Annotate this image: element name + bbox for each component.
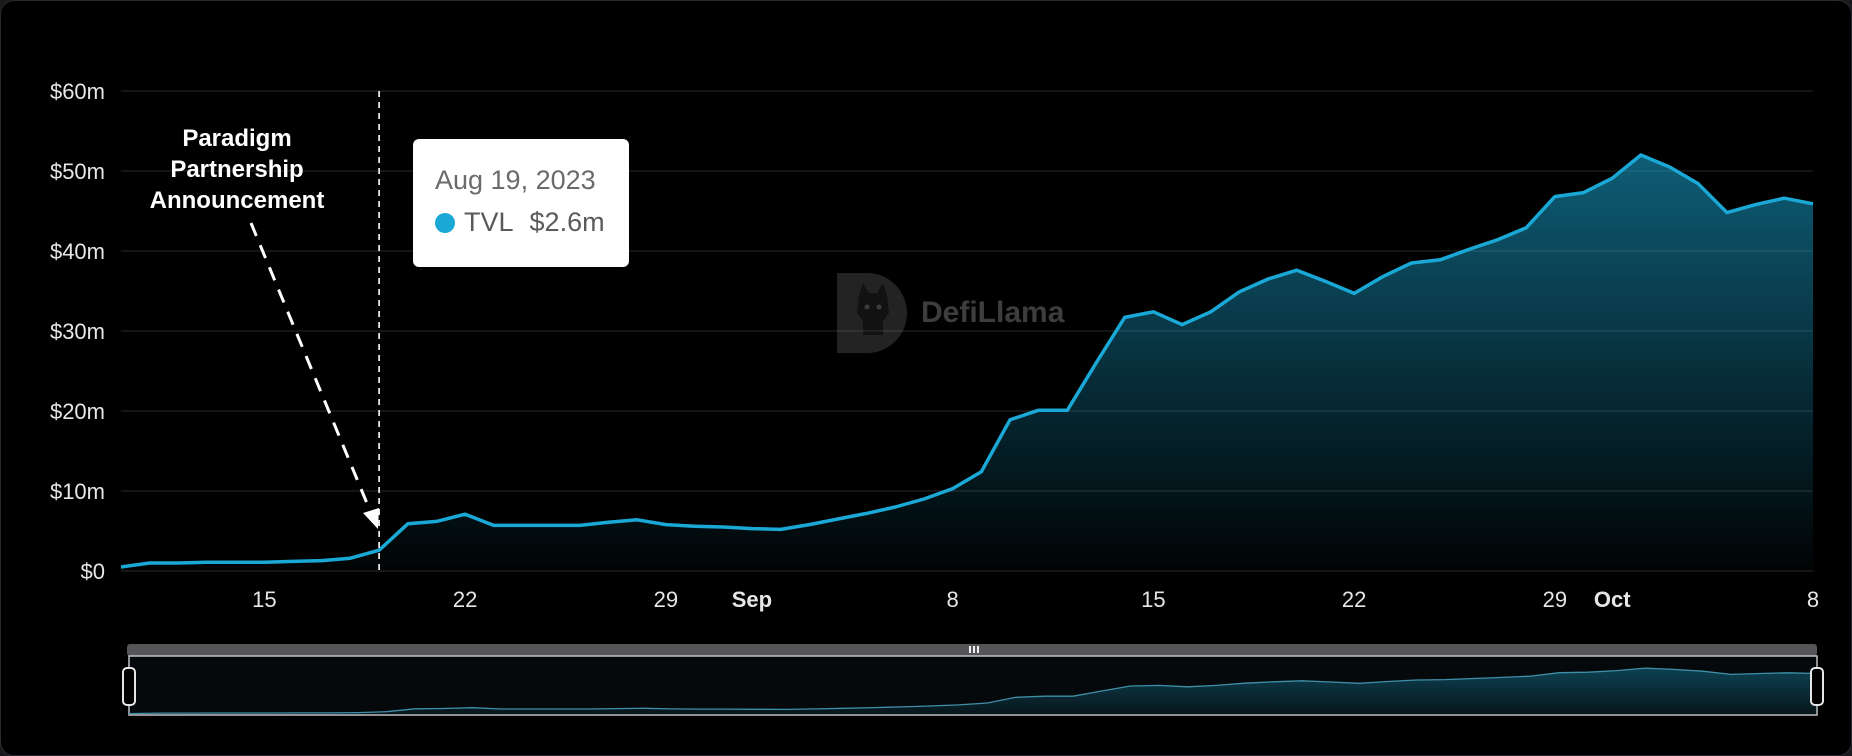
tvl-line <box>120 153 1814 569</box>
annotation-line: Paradigm <box>182 125 291 152</box>
tooltip-row: TVL $2.6m <box>435 207 629 238</box>
y-tick-label: $10m <box>50 479 105 504</box>
tooltip-value: $2.6m <box>529 207 605 237</box>
x-tick-label: 15 <box>252 587 276 612</box>
x-tick-label: 15 <box>1141 587 1165 612</box>
slider-right-handle[interactable] <box>1810 667 1824 706</box>
x-tick-label: 8 <box>1807 587 1819 612</box>
slider-grip-icon[interactable] <box>969 646 979 653</box>
tvl-area <box>121 155 1813 571</box>
x-tick-label: 22 <box>1342 587 1366 612</box>
mini-area <box>129 668 1817 714</box>
annotation-line: Partnership <box>170 156 303 183</box>
watermark-text: DefiLlama <box>921 296 1065 329</box>
tooltip-series-name: TVL <box>464 207 514 237</box>
x-tick-label: 8 <box>947 587 959 612</box>
y-tick-label: $20m <box>50 399 105 424</box>
tooltip: Aug 19, 2023 TVL $2.6m <box>413 139 629 267</box>
annotation-arrowhead <box>363 508 379 529</box>
y-tick-label: $40m <box>50 239 105 264</box>
slider-left-handle[interactable] <box>122 667 136 706</box>
slider-track-bar[interactable] <box>127 644 1817 656</box>
watermark: DefiLlama <box>837 273 1077 353</box>
annotation: Paradigm Partnership Announcement <box>150 125 379 529</box>
tooltip-date: Aug 19, 2023 <box>435 165 596 195</box>
x-tick-label: 29 <box>654 587 678 612</box>
y-tick-label: $50m <box>50 159 105 184</box>
x-tick-label: 22 <box>453 587 477 612</box>
y-tick-label: $0 <box>81 559 105 584</box>
x-tick-label: Oct <box>1594 587 1631 612</box>
y-tick-label: $60m <box>50 79 105 104</box>
series-dot-icon <box>435 212 455 233</box>
annotation-line: Announcement <box>150 187 325 214</box>
x-tick-label: Sep <box>732 587 772 612</box>
x-tick-label: 29 <box>1543 587 1567 612</box>
annotation-arrow <box>249 222 373 514</box>
llama-logo-icon <box>837 273 907 353</box>
y-tick-label: $30m <box>50 319 105 344</box>
mini-line <box>128 667 1818 715</box>
range-slider[interactable] <box>122 644 1824 716</box>
